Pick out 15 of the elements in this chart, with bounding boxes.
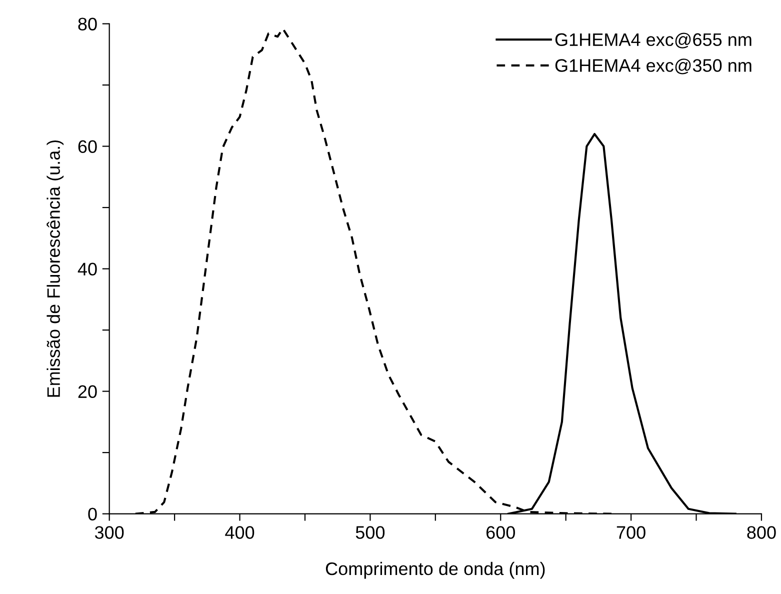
x-tick-label: 400 [225, 526, 254, 539]
x-tick-label: 700 [616, 526, 646, 539]
x-tick-label: 800 [747, 526, 776, 539]
legend-label: G1HEMA4 exc@655 nm [555, 32, 752, 48]
y-tick-label: 40 [78, 262, 97, 276]
x-axis-title: Comprimento de onda (nm) [326, 562, 545, 579]
y-tick-label: 0 [88, 508, 97, 521]
y-tick-label: 60 [78, 140, 97, 153]
y-tick-label: 80 [78, 18, 97, 30]
legend-label: G1HEMA4 exc@350 nm [555, 58, 752, 74]
y-axis-title: Emissão de Fluorescência (u.a.) [46, 140, 64, 397]
x-tick-label: 600 [486, 526, 515, 539]
x-tick-label: 500 [356, 526, 385, 539]
x-tick-label: 300 [94, 526, 124, 539]
y-tick-label: 20 [78, 385, 97, 398]
